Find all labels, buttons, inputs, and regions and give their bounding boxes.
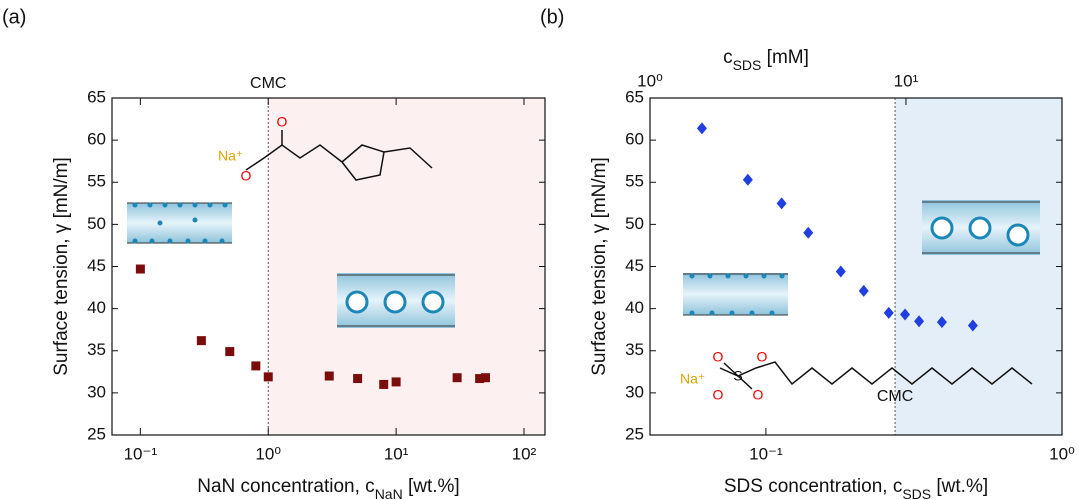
y-tick-label: 45 xyxy=(625,256,644,275)
axis-label-part: [wt.%] xyxy=(403,476,460,497)
y-tick-label: 60 xyxy=(87,130,106,149)
axis-label-part: c xyxy=(723,47,733,68)
molecule-label: O xyxy=(757,349,768,365)
point xyxy=(452,373,462,383)
y-tick-label: 40 xyxy=(87,298,106,317)
molecule-label: O xyxy=(241,168,252,184)
axis-label-part: [wt.%] xyxy=(931,476,988,497)
point xyxy=(263,372,273,382)
axis-label: Surface tension, γ [mN/m] xyxy=(589,157,610,376)
panel-label: (b) xyxy=(540,6,564,28)
axis-label-part: SDS concentration, c xyxy=(724,476,902,497)
point xyxy=(776,197,787,210)
point xyxy=(196,336,206,346)
point xyxy=(936,316,947,329)
point xyxy=(742,173,753,186)
y-tick-label: 35 xyxy=(87,340,106,359)
point xyxy=(135,264,145,274)
y-tick-label: 65 xyxy=(87,87,106,106)
axis-label-part: SDS xyxy=(733,57,762,73)
point xyxy=(835,265,846,278)
y-tick-label: 25 xyxy=(87,424,106,443)
point xyxy=(803,226,814,239)
axis-label-part: [mM] xyxy=(761,47,809,68)
molecule-label: O xyxy=(713,387,724,403)
molecule-label: O xyxy=(713,349,724,365)
point xyxy=(914,315,925,328)
axis-label: cSDS [mM] xyxy=(723,47,809,73)
y-tick-label: 25 xyxy=(625,424,644,443)
x-tick-label: 10⁻¹ xyxy=(124,444,158,463)
point xyxy=(900,308,911,321)
y-tick-label: 30 xyxy=(625,382,644,401)
axis-label: NaN concentration, cNaN [wt.%] xyxy=(197,476,459,500)
point xyxy=(251,361,261,371)
axis-label-part: SDS xyxy=(902,486,931,500)
y-tick-label: 45 xyxy=(87,256,106,275)
point xyxy=(353,374,363,384)
schematic-film-b xyxy=(683,273,788,316)
x-tick-label: 10⁰ xyxy=(1049,444,1075,463)
y-tick-label: 60 xyxy=(625,130,644,149)
point xyxy=(883,306,894,319)
molecule-a xyxy=(245,130,433,181)
panel-label: (a) xyxy=(2,6,26,28)
post-cmc-region xyxy=(895,98,1062,435)
y-tick-label: 50 xyxy=(87,214,106,233)
point xyxy=(379,379,389,389)
point xyxy=(480,373,490,383)
x2-tick-label: 10⁰ xyxy=(637,71,663,90)
y-tick-label: 55 xyxy=(625,172,644,191)
cmc-label: CMC xyxy=(877,388,913,405)
x-tick-label: 10¹ xyxy=(384,444,409,463)
x2-tick-label: 10¹ xyxy=(894,71,919,90)
point xyxy=(225,347,235,357)
cmc-label: CMC xyxy=(250,75,286,92)
molecule-label: Na⁺ xyxy=(680,371,705,387)
point xyxy=(324,371,334,381)
y-tick-label: 35 xyxy=(625,340,644,359)
point xyxy=(475,374,485,384)
schematic-micelles-b xyxy=(922,200,1040,255)
y-tick-label: 65 xyxy=(625,87,644,106)
molecule-b xyxy=(719,361,1033,390)
molecule-label: O xyxy=(753,387,764,403)
axis-label: Surface tension, γ [mN/m] xyxy=(51,157,72,376)
molecule-label: S xyxy=(733,368,742,384)
point xyxy=(391,377,401,387)
y-tick-label: 30 xyxy=(87,382,106,401)
post-cmc-region xyxy=(268,98,545,435)
x-tick-label: 10⁻¹ xyxy=(749,444,783,463)
x-tick-label: 10⁰ xyxy=(255,444,281,463)
axis-label-part: NaN concentration, c xyxy=(197,476,374,497)
molecule-label: O xyxy=(277,114,288,130)
axis-label: SDS concentration, cSDS [wt.%] xyxy=(724,476,988,500)
point xyxy=(696,122,707,135)
plots: (a) CMC 25 30 35 40 45 50 55 60 65 10⁻¹ 10⁰ 10¹ 10² NaN… xyxy=(2,6,1075,500)
y-tick-label: 40 xyxy=(625,298,644,317)
axis-label-part: NaN xyxy=(375,486,403,500)
y-tick-label: 55 xyxy=(87,172,106,191)
point xyxy=(967,319,978,332)
schematic-micelles-a xyxy=(337,273,455,328)
point xyxy=(858,284,869,297)
molecule-label: Na⁺ xyxy=(218,148,243,164)
x-tick-label: 10² xyxy=(512,444,537,463)
schematic-film-a xyxy=(127,202,232,244)
y-tick-label: 50 xyxy=(625,214,644,233)
